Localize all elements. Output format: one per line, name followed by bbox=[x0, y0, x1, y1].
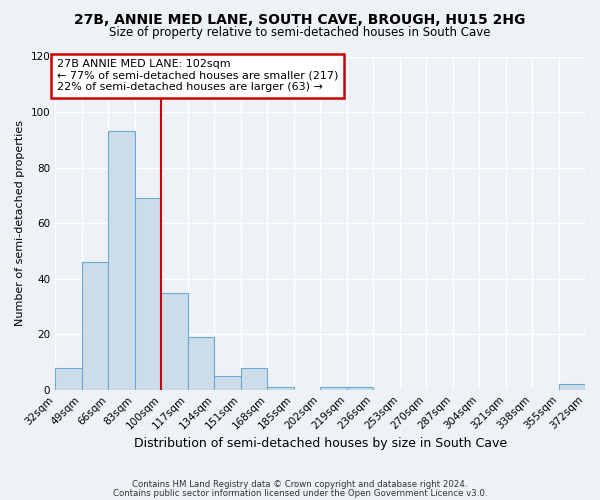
X-axis label: Distribution of semi-detached houses by size in South Cave: Distribution of semi-detached houses by … bbox=[134, 437, 506, 450]
Text: 27B ANNIE MED LANE: 102sqm
← 77% of semi-detached houses are smaller (217)
22% o: 27B ANNIE MED LANE: 102sqm ← 77% of semi… bbox=[57, 60, 338, 92]
Bar bbox=[241, 368, 267, 390]
Text: 27B, ANNIE MED LANE, SOUTH CAVE, BROUGH, HU15 2HG: 27B, ANNIE MED LANE, SOUTH CAVE, BROUGH,… bbox=[74, 12, 526, 26]
Bar bbox=[559, 384, 585, 390]
Text: Size of property relative to semi-detached houses in South Cave: Size of property relative to semi-detach… bbox=[109, 26, 491, 39]
Bar bbox=[82, 262, 108, 390]
Bar bbox=[55, 368, 82, 390]
Bar bbox=[347, 387, 373, 390]
Bar bbox=[188, 337, 214, 390]
Y-axis label: Number of semi-detached properties: Number of semi-detached properties bbox=[15, 120, 25, 326]
Text: Contains HM Land Registry data © Crown copyright and database right 2024.: Contains HM Land Registry data © Crown c… bbox=[132, 480, 468, 489]
Text: Contains public sector information licensed under the Open Government Licence v3: Contains public sector information licen… bbox=[113, 488, 487, 498]
Bar bbox=[320, 387, 347, 390]
Bar bbox=[108, 132, 134, 390]
Bar bbox=[267, 387, 293, 390]
Bar bbox=[134, 198, 161, 390]
Bar bbox=[161, 292, 188, 390]
Bar bbox=[214, 376, 241, 390]
